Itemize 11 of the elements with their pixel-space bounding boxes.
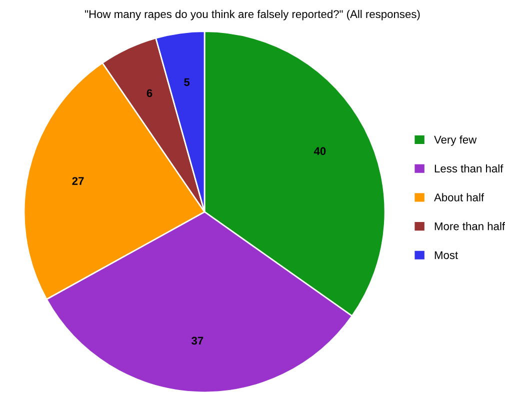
legend-label: Less than half bbox=[434, 164, 504, 172]
data-label: 5 bbox=[184, 78, 190, 86]
legend-label: Most bbox=[434, 251, 458, 260]
data-label: 40 bbox=[314, 147, 326, 156]
legend-label: Very few bbox=[434, 135, 477, 146]
legend-label: More than half bbox=[434, 222, 505, 230]
legend-label: About half bbox=[434, 193, 484, 202]
data-label: 37 bbox=[192, 336, 204, 345]
data-label: 27 bbox=[72, 177, 84, 185]
chart-title: "How many rapes do you think are falsely reported?" (All responses) bbox=[85, 10, 420, 20]
data-label: 6 bbox=[146, 89, 152, 98]
